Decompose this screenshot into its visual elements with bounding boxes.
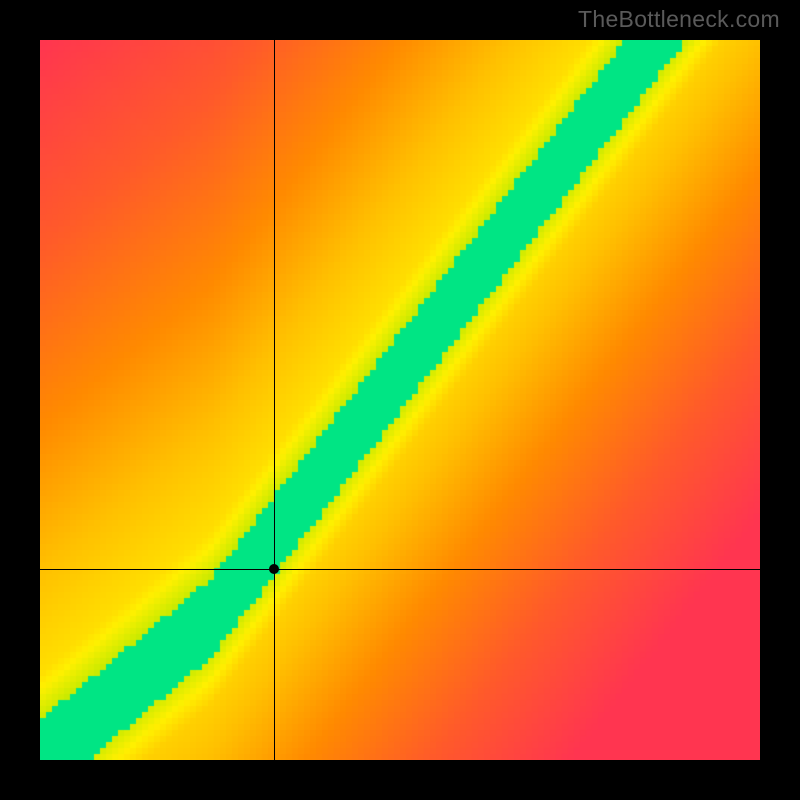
heatmap-canvas — [40, 40, 760, 760]
selection-marker-dot — [269, 564, 279, 574]
bottleneck-heatmap-plot — [40, 40, 760, 760]
watermark-text: TheBottleneck.com — [578, 6, 780, 33]
crosshair-vertical — [274, 40, 275, 760]
crosshair-horizontal — [40, 569, 760, 570]
